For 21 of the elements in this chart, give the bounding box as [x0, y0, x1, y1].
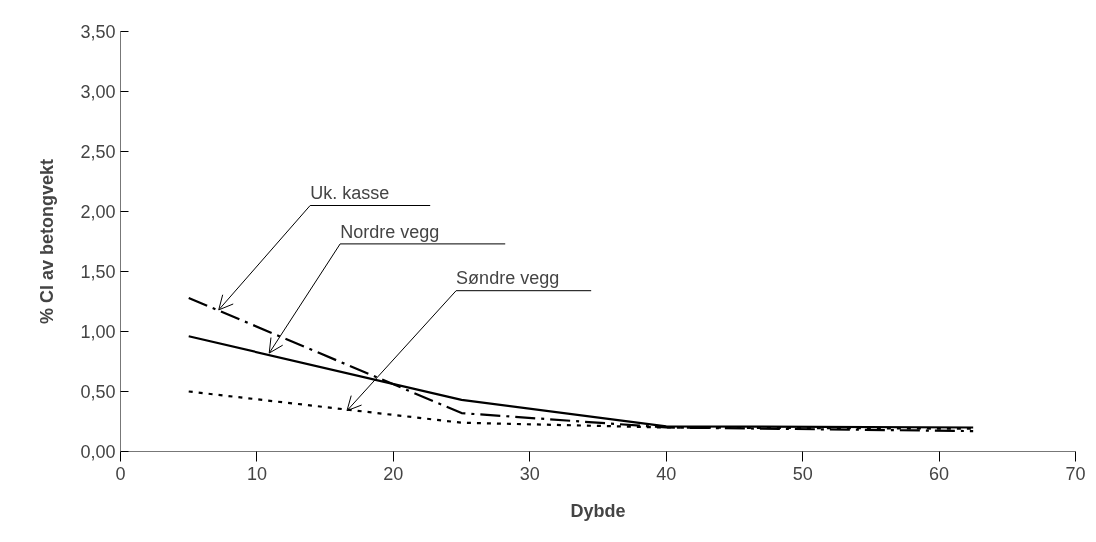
x-axis-title: Dybde — [570, 500, 626, 521]
y-tick-label: 2,50 — [80, 142, 116, 162]
x-tick-label: 60 — [929, 463, 950, 484]
y-tick-label: 1,50 — [80, 262, 116, 282]
y-axis-title: % Cl av betongvekt — [37, 158, 58, 325]
annotation: Søndre vegg — [456, 268, 560, 289]
x-tick-label: 0 — [115, 463, 126, 484]
annotation: Uk. kasse — [310, 183, 390, 204]
y-tick-label: 3,50 — [80, 22, 116, 42]
x-tick-label: 30 — [519, 463, 540, 484]
x-tick-label: 70 — [1065, 463, 1086, 484]
y-tick-label: 2,00 — [80, 202, 116, 222]
y-tick-label: 3,00 — [80, 82, 116, 102]
x-tick-label: 10 — [246, 463, 267, 484]
y-tick-label: 0,50 — [80, 382, 116, 402]
x-tick-label: 40 — [656, 463, 677, 484]
annotation: Nordre vegg — [340, 221, 440, 242]
y-tick-label: 1,00 — [80, 322, 116, 342]
x-tick-label: 20 — [383, 463, 404, 484]
y-tick-label: 0,00 — [80, 442, 116, 462]
x-tick-label: 50 — [792, 463, 813, 484]
